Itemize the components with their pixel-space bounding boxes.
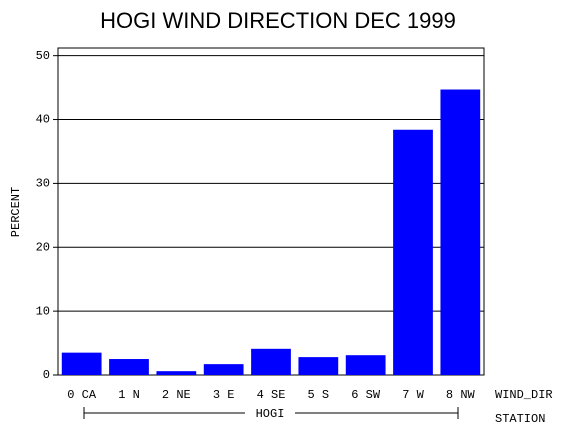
y-tick-label: 20: [36, 240, 50, 254]
x-tick-label: 1 N: [118, 388, 140, 402]
bar: [203, 364, 244, 375]
y-tick-label: 50: [36, 49, 50, 63]
x-tick-label: 0 CA: [67, 388, 97, 402]
y-tick-label: 10: [36, 304, 50, 318]
bar: [156, 371, 197, 375]
group-bracket: [83, 407, 459, 419]
group-label: HOGI: [256, 407, 285, 421]
x-tick-label: 8 NW: [446, 388, 476, 402]
x-tick-label: 6 SW: [351, 388, 381, 402]
bar: [298, 357, 339, 375]
chart-title: HOGI WIND DIRECTION DEC 1999: [100, 8, 456, 33]
y-tick-label: 40: [36, 113, 50, 127]
x-tick-label: 3 E: [213, 388, 235, 402]
y-tick-label: 30: [36, 177, 50, 191]
bar: [345, 355, 386, 375]
y-axis-label: PERCENT: [9, 187, 23, 237]
x-tick-label: 5 S: [308, 388, 330, 402]
group-axis-label: STATION: [495, 412, 545, 426]
x-tick-label: 4 SE: [257, 388, 286, 402]
bar: [61, 352, 102, 375]
y-tick-label: 0: [43, 368, 50, 382]
bar: [440, 89, 481, 375]
bar: [109, 359, 149, 375]
bar: [393, 129, 433, 375]
x-tick-label: 2 NE: [162, 388, 191, 402]
x-tick-label: 7 W: [402, 388, 424, 402]
x-axis-label: WIND_DIR: [495, 388, 553, 402]
bar: [251, 348, 291, 375]
